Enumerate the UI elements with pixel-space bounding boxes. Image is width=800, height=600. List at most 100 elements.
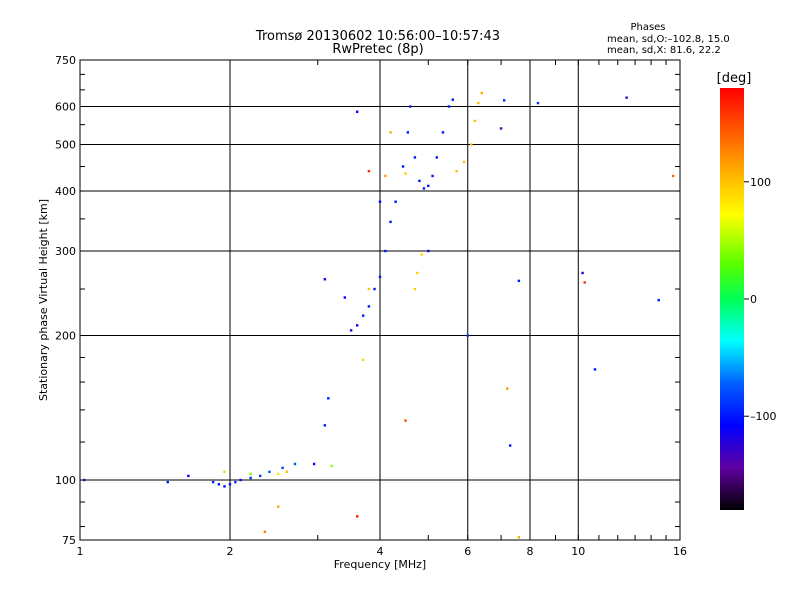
data-point [378,200,382,203]
data-point [517,536,521,539]
data-point [277,505,280,508]
data-point [355,515,359,518]
data-point [367,169,371,173]
chart-title: Tromsø 20130602 10:56:00–10:57:43 [255,29,500,44]
y-axis-label: Stationary phase Virtual Height [km] [37,199,50,401]
data-point [418,179,421,183]
data-point [349,329,353,332]
y-tick-label: 300 [55,245,76,258]
data-point [420,253,423,256]
y-tick-label: 100 [55,474,76,487]
data-points [83,91,675,539]
data-point [657,298,660,302]
data-point [415,271,419,275]
x-axis: 1 2 4 6 8 10 16 [77,60,687,558]
data-point [361,314,365,317]
x-tick-label: 10 [571,545,585,558]
data-point [277,472,280,476]
phases-heading: Phases [630,22,665,33]
data-point [367,287,371,291]
data-point [671,174,675,178]
data-point [625,96,628,99]
chart-subtitle: RwPretec (8p) [332,42,423,57]
x-tick-label: 6 [464,545,471,558]
data-point [384,249,387,253]
data-point [583,281,586,284]
data-point [422,187,426,190]
data-point [404,419,407,422]
data-point [367,305,371,308]
y-tick-label: 500 [55,139,76,152]
colorbar-tick-label: –100 [750,410,777,423]
data-point [401,165,405,168]
colorbar-ticks: 100 0 –100 [744,176,777,423]
data-point [378,275,382,279]
data-point [502,99,506,102]
data-point [343,296,347,299]
data-point [389,220,392,224]
x-tick-label: 4 [377,545,384,558]
data-point [327,397,330,400]
data-point [223,485,226,488]
data-point [312,462,316,466]
data-point [384,174,387,178]
y-tick-label: 400 [55,185,76,198]
data-point [166,480,169,484]
data-point [234,480,237,484]
y-tick-label: 750 [55,54,76,67]
y-tick-label: 200 [55,330,76,343]
data-point [323,424,327,427]
x-axis-label: Frequency [MHz] [334,558,426,571]
data-point [517,279,521,283]
x-tick-label: 1 [77,545,84,558]
data-point [406,131,410,134]
data-point [427,184,430,188]
plot-grid [80,60,680,540]
data-point [355,324,359,327]
data-point [281,466,284,470]
data-point [441,131,445,134]
data-point [451,98,455,101]
data-point [447,105,451,108]
y-axis: 75 100 200 300 400 500 600 750 [55,54,680,547]
data-point [455,169,458,173]
data-point [466,334,469,337]
data-point [473,119,477,123]
data-point [355,110,359,113]
colorbar-tick-label: 0 [750,293,757,306]
data-point [249,472,252,476]
data-point [394,200,397,203]
data-point [330,464,333,468]
y-tick-label: 600 [55,101,76,114]
colorbar-label: [deg] [717,71,752,86]
data-point [462,160,466,164]
data-point [293,462,297,466]
data-point [361,358,365,362]
data-point [499,127,503,130]
data-point [259,474,262,478]
data-point [187,474,190,478]
data-point [581,271,584,275]
data-point [427,249,430,253]
data-point [431,174,434,178]
colorbar [720,88,744,510]
data-point [373,287,376,291]
data-point [249,476,252,480]
data-point [508,444,512,447]
data-point [228,483,232,486]
x-tick-label: 8 [527,545,534,558]
data-point [285,470,288,474]
data-point [211,480,215,484]
data-point [409,105,412,108]
data-point [593,368,597,371]
data-point [477,101,480,105]
y-tick-label: 75 [62,534,76,547]
data-point [323,278,327,281]
data-point [389,131,392,134]
data-point [239,478,242,482]
data-point [536,101,540,105]
phases-x-stats: mean, sd,X: 81.6, 22.2 [607,45,721,56]
data-point [268,470,271,474]
data-point [435,156,438,159]
